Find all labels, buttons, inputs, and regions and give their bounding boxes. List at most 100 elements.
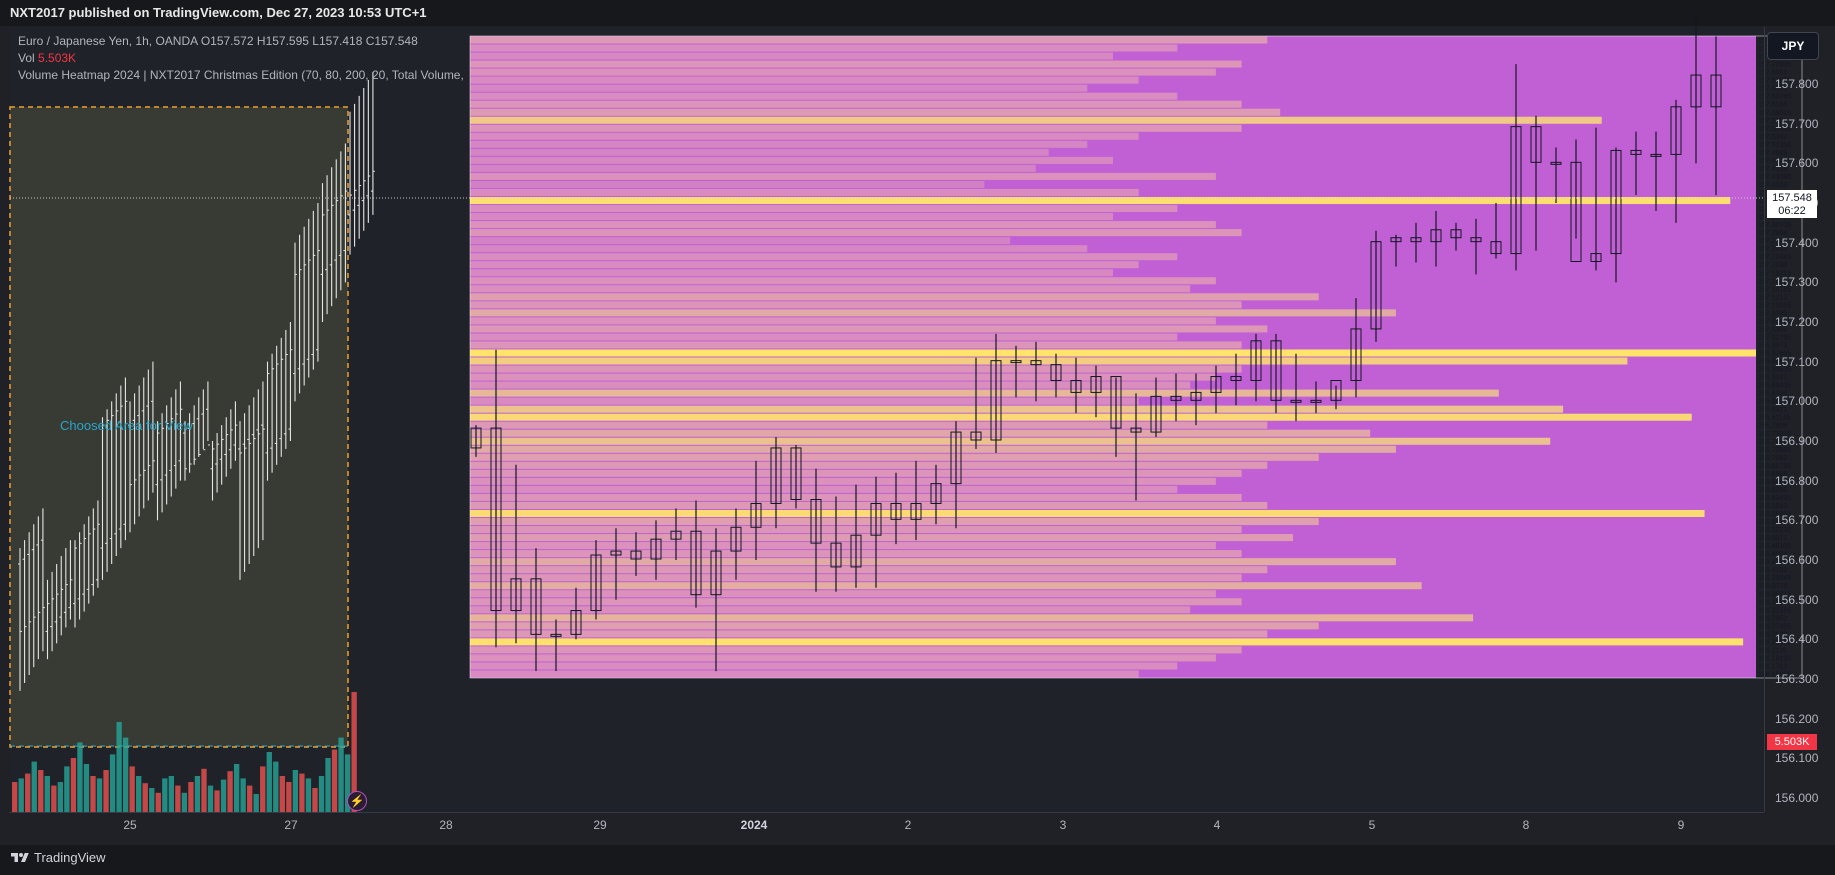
price-level-label: 157.2864 (1758, 230, 1787, 237)
chosen-area-border (9, 106, 349, 748)
price-axis-label: 157.800 (1775, 77, 1819, 91)
price-level-label: 157.59615 (1758, 110, 1791, 117)
heatmap-row (470, 429, 1371, 437)
candle-body (930, 483, 942, 504)
volume-price-tag: 5.503K (1767, 734, 1817, 750)
chosen-area-box (10, 107, 348, 747)
low-label: L (312, 34, 319, 48)
candle-body (1390, 237, 1402, 243)
candle-body (1610, 149, 1622, 255)
heatmap-chart[interactable]: 157.782157.76135157.7407157.72005157.699… (0, 0, 1835, 845)
price-level-label: 156.8734 (1758, 391, 1787, 398)
time-axis-label: 9 (1677, 818, 1685, 832)
volume-bar (201, 768, 207, 812)
footer-brand[interactable]: TradingView (34, 850, 106, 865)
heatmap-background (470, 36, 1756, 678)
heatmap-row (470, 76, 1139, 84)
price-level-label: 156.3365 (1758, 599, 1787, 606)
heatmap-row (470, 582, 1422, 590)
volume-bar (31, 761, 37, 812)
candle-body (830, 542, 842, 568)
price-level-label: 157.67875 (1758, 78, 1791, 85)
candle-body (1450, 229, 1462, 239)
heatmap-row (470, 397, 1139, 405)
candle-body (1710, 74, 1722, 108)
price-level-label: 156.68755 (1758, 463, 1791, 470)
heatmap-row (470, 389, 1499, 397)
tradingview-logo-icon (11, 853, 29, 862)
volume-legend: Vol 5.503K (18, 51, 76, 65)
heatmap-row (470, 116, 1602, 124)
candle-body (750, 502, 762, 528)
price-level-label: 157.4929 (1758, 150, 1787, 157)
price-axis-label: 156.000 (1775, 791, 1819, 805)
heatmap-row (470, 421, 1268, 429)
volume-bar (44, 776, 50, 812)
heatmap-row (470, 100, 1242, 108)
price-level-label: 157.0799 (1758, 310, 1787, 317)
heatmap-row (470, 518, 1319, 526)
candle-body (1410, 237, 1422, 243)
heatmap-row (470, 317, 1216, 325)
price-level-label: 156.956 (1758, 359, 1783, 366)
price-level-label: 157.51355 (1758, 142, 1791, 149)
candle-body (670, 530, 682, 540)
price-level-label: 157.47225 (1758, 158, 1791, 165)
volume-bar (260, 766, 266, 812)
heatmap-row (470, 148, 1049, 156)
time-axis-label: 27 (284, 818, 298, 832)
volume-bar (318, 776, 325, 812)
candle-body (1190, 391, 1202, 401)
price-level-label: 157.63745 (1758, 94, 1791, 101)
price-level-label: 156.97665 (1758, 351, 1791, 358)
volume-bar (64, 766, 70, 812)
price-level-label: 156.2539 (1758, 631, 1787, 638)
price-axis-label: 157.000 (1775, 394, 1819, 409)
price-level-label: 157.6581 (1758, 86, 1787, 93)
price-axis-label: 156.800 (1775, 473, 1819, 488)
candle-body (1270, 340, 1282, 401)
candle-body (1630, 149, 1642, 155)
heatmap-row (470, 630, 1268, 638)
high-value: 157.595 (265, 34, 309, 48)
volume-bar (325, 758, 331, 812)
volume-bar (305, 778, 312, 812)
open-value: 157.572 (210, 34, 254, 48)
price-level-label: 156.35715 (1758, 591, 1791, 598)
lightning-icon[interactable]: ⚡ (347, 791, 367, 811)
candle-body (690, 530, 702, 596)
price-level-label: 156.6669 (1758, 471, 1787, 478)
currency-button[interactable]: JPY (1767, 32, 1819, 60)
volume-bar (175, 785, 181, 812)
volume-bar (253, 794, 259, 812)
heatmap-row (470, 309, 1396, 317)
heatmap-row (470, 124, 1242, 132)
price-level-label: 156.93535 (1758, 367, 1791, 374)
price-axis-label: 156.700 (1775, 513, 1819, 528)
price-level-label: 156.1713 (1758, 663, 1787, 670)
price-level-label: 157.30705 (1758, 222, 1791, 229)
price-level-label: 156.7495 (1758, 439, 1787, 446)
candle-body (1490, 241, 1502, 255)
heatmap-row (470, 132, 1139, 140)
candle-body (1210, 376, 1222, 393)
candle-body (990, 360, 1002, 441)
price-axis-label: 157.400 (1775, 235, 1819, 250)
time-axis-label: 2 (904, 818, 912, 832)
price-axis-label: 156.300 (1775, 672, 1819, 686)
heatmap-row (470, 453, 1319, 461)
volume-bar (96, 778, 103, 812)
candle-body (1470, 237, 1482, 243)
heatmap-row (470, 180, 985, 188)
candle-body (770, 447, 782, 504)
time-axis-separator (9, 812, 1764, 813)
volume-bar (25, 773, 31, 812)
heatmap-row (470, 269, 1113, 277)
price-level-label: 156.4604 (1758, 551, 1787, 558)
candle-body (1090, 376, 1102, 393)
indicator-legend: Volume Heatmap 2024 | NXT2017 Christmas … (18, 68, 464, 82)
volume-bar (18, 778, 24, 812)
candle-body (650, 538, 662, 560)
volume-bar (233, 764, 240, 812)
candle-body (470, 427, 482, 449)
